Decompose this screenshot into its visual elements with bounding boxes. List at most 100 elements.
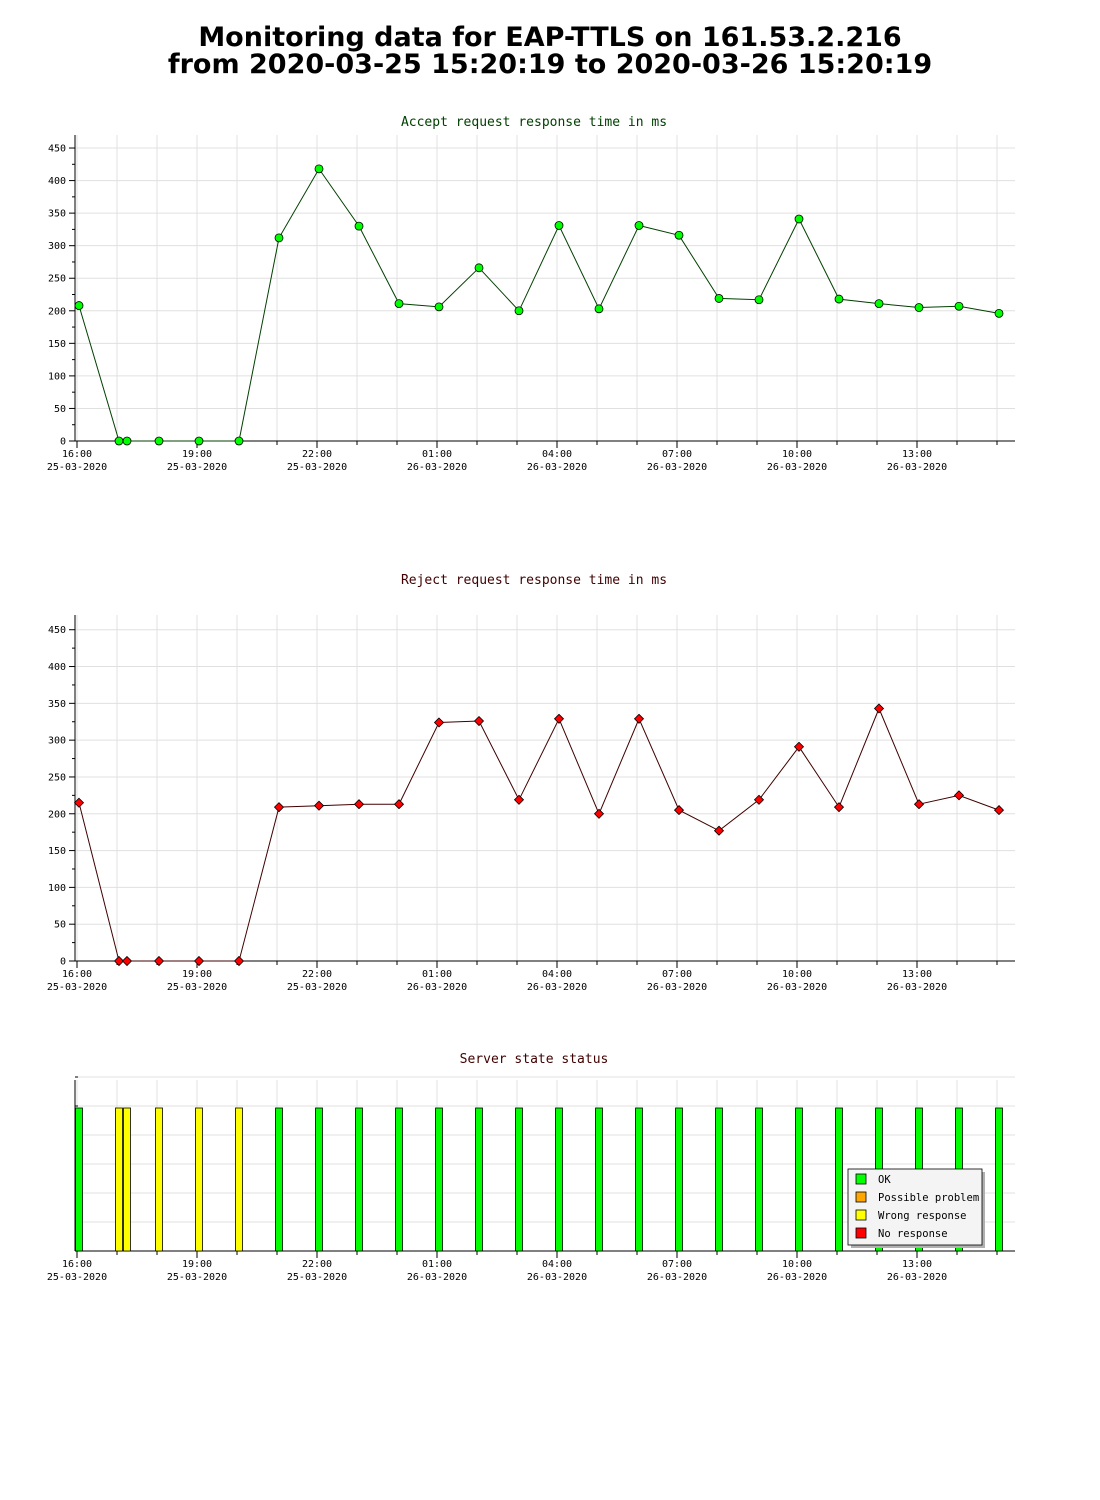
- status-bar: [75, 1107, 83, 1252]
- data-point: [793, 741, 805, 752]
- status-bar: [355, 1107, 363, 1252]
- data-point: [434, 302, 444, 312]
- x-tick-time: 04:00: [542, 1259, 572, 1270]
- y-tick-label: 350: [48, 209, 66, 220]
- legend-label: OK: [878, 1174, 891, 1186]
- legend-box: [847, 1168, 983, 1246]
- x-tick-time: 01:00: [422, 1259, 452, 1270]
- page-title-line1: Monitoring data for EAP-TTLS on 161.53.2…: [198, 22, 902, 53]
- x-tick-time: 01:00: [422, 449, 452, 460]
- data-point: [554, 221, 564, 230]
- data-point: [993, 805, 1005, 816]
- x-tick-date: 25-03-2020: [47, 1272, 107, 1283]
- status-bar: [995, 1107, 1003, 1252]
- legend-label: Possible problem: [878, 1192, 979, 1204]
- reject-chart: Reject request response time in ms 0 50 10…: [47, 573, 1015, 993]
- x-tick-time: 16:00: [62, 969, 92, 980]
- x-tick-time: 16:00: [62, 449, 92, 460]
- data-point: [994, 308, 1004, 318]
- data-point: [154, 436, 164, 446]
- x-tick-date: 26-03-2020: [887, 982, 947, 993]
- data-point: [474, 263, 484, 273]
- data-point: [354, 221, 364, 231]
- x-tick-date: 25-03-2020: [47, 462, 107, 473]
- x-tick-time: 07:00: [662, 1259, 692, 1270]
- data-point: [113, 955, 125, 967]
- status-bar: [123, 1107, 131, 1252]
- data-point: [313, 800, 325, 811]
- data-point: [713, 825, 725, 836]
- x-tick-time: 19:00: [182, 969, 212, 980]
- page-title: Monitoring data for EAP-TTLS on 161.53.2…: [0, 24, 1100, 78]
- status-bar: [155, 1107, 163, 1252]
- y-tick-label: 100: [48, 371, 66, 382]
- x-tick-time: 19:00: [182, 449, 212, 460]
- x-tick-date: 26-03-2020: [407, 982, 467, 993]
- y-tick-label: 150: [48, 846, 66, 857]
- legend-swatch: [855, 1173, 867, 1185]
- page-title-line2: from 2020-03-25 15:20:19 to 2020-03-26 1…: [167, 49, 933, 80]
- status-bar: [715, 1107, 723, 1252]
- data-point: [553, 713, 565, 724]
- data-point: [634, 221, 644, 230]
- status-bar: [635, 1107, 643, 1252]
- legend-label: Wrong response: [878, 1210, 967, 1222]
- x-tick-time: 07:00: [662, 449, 692, 460]
- data-point: [314, 164, 324, 174]
- x-tick-time: 10:00: [782, 449, 812, 460]
- x-tick-date: 26-03-2020: [527, 1272, 587, 1283]
- status-bar: [515, 1107, 523, 1252]
- data-point: [74, 301, 84, 310]
- x-tick-time: 13:00: [902, 969, 932, 980]
- x-tick-time: 22:00: [302, 449, 332, 460]
- data-point: [873, 703, 885, 714]
- status-bar: [315, 1107, 323, 1252]
- data-point: [834, 294, 844, 304]
- y-tick-label: 450: [48, 144, 66, 155]
- x-tick-date: 26-03-2020: [767, 462, 827, 473]
- y-tick-label: 200: [48, 809, 66, 820]
- x-tick-date: 26-03-2020: [887, 1272, 947, 1283]
- x-tick-time: 04:00: [542, 449, 572, 460]
- status-bar: [235, 1107, 243, 1252]
- x-tick-date: 25-03-2020: [167, 1272, 227, 1283]
- status-bar: [475, 1107, 483, 1252]
- data-point: [753, 794, 765, 805]
- data-point: [153, 955, 165, 967]
- y-tick-label: 300: [48, 241, 66, 252]
- y-tick-label: 200: [48, 306, 66, 317]
- status-bar: [395, 1107, 403, 1252]
- data-point: [794, 214, 804, 224]
- data-point: [874, 299, 884, 309]
- data-point: [433, 717, 445, 728]
- x-tick-date: 25-03-2020: [287, 462, 347, 473]
- status-bar: [195, 1107, 203, 1252]
- x-tick-date: 26-03-2020: [527, 462, 587, 473]
- x-tick-date: 26-03-2020: [647, 462, 707, 473]
- data-point: [633, 713, 645, 724]
- x-tick-time: 13:00: [902, 1259, 932, 1270]
- y-tick-label: 150: [48, 339, 66, 350]
- legend-swatch: [855, 1209, 867, 1221]
- status-bar: [115, 1107, 123, 1252]
- data-point: [833, 802, 845, 813]
- x-tick-date: 26-03-2020: [767, 1272, 827, 1283]
- data-point: [122, 436, 132, 446]
- x-tick-date: 26-03-2020: [647, 982, 707, 993]
- x-tick-date: 25-03-2020: [287, 982, 347, 993]
- status-bar: [275, 1107, 283, 1252]
- x-tick-time: 10:00: [782, 1259, 812, 1270]
- data-point: [754, 295, 764, 305]
- data-point: [954, 301, 964, 311]
- reject-chart-title: Reject request response time in ms: [401, 573, 667, 588]
- legend-swatch: [855, 1191, 867, 1203]
- data-point: [194, 436, 204, 446]
- data-point: [73, 797, 85, 808]
- data-point: [714, 294, 724, 303]
- y-tick-label: 0: [60, 957, 66, 968]
- series-line: [78, 707, 1000, 962]
- x-tick-date: 26-03-2020: [407, 462, 467, 473]
- data-point: [193, 955, 205, 967]
- x-tick-time: 19:00: [182, 1259, 212, 1270]
- x-tick-time: 01:00: [422, 969, 452, 980]
